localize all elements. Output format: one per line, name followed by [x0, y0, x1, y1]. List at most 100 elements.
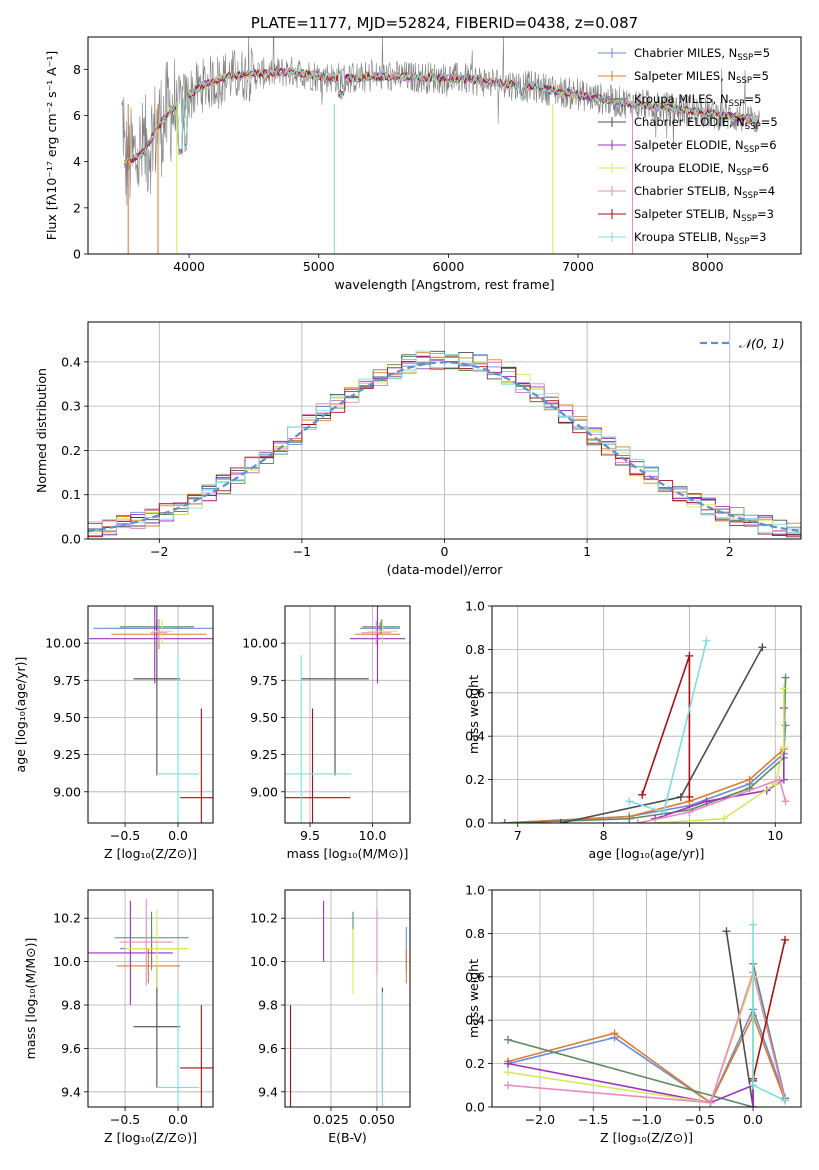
residuals-frame	[87, 321, 802, 540]
x-axis-label: Z [log₁₀(Z/Z⊙)]	[104, 846, 197, 861]
x-axis-label: (data-model)/error	[387, 562, 504, 577]
legend-sub: SSP	[736, 168, 752, 178]
x-axis-label: Z [log₁₀(Z/Z⊙)]	[104, 1130, 197, 1145]
spectrum-lines	[121, 37, 760, 254]
legend-post: =5	[761, 115, 778, 129]
x-tick-label: 0.0	[168, 828, 188, 843]
series-point-chabrier-stelib	[633, 819, 642, 823]
y-tick-label: 9.6	[258, 1041, 278, 1056]
series-point-kroupa-elodie	[503, 1068, 512, 1077]
hist-step-kroupa-stelib	[88, 350, 801, 534]
legend-post: =5	[753, 46, 770, 60]
y-axis-label: mass weight	[466, 675, 481, 754]
series-line-kroupa-elodie	[655, 688, 785, 823]
gaussian-curve	[88, 361, 801, 533]
x-tick-label: 10.0	[359, 828, 387, 843]
y-tick-label: 10.2	[53, 911, 81, 926]
series-point-kroupa-miles	[503, 1035, 512, 1044]
mass-vs-Z-frame	[87, 889, 214, 1108]
y-tick-label: 0.0	[465, 816, 485, 831]
x-axis-label: age [log₁₀(age/yr)]	[589, 846, 705, 861]
legend-label: Salpeter MILES, N	[634, 69, 736, 83]
legend-entry: Chabrier MILES, NSSP=5	[634, 46, 770, 63]
massweight-vs-Z-frame	[491, 889, 802, 1108]
y-tick-label: 1.0	[465, 599, 485, 614]
x-axis-label: wavelength [Angstrom, rest frame]	[334, 277, 554, 292]
y-tick-label: 0.0	[465, 1100, 485, 1115]
massweight-vs-age-axes: 7 8 9 10 0.0 0.2 0.4 0.6 0.8 1.0 age [log₁₀(age/yr…	[465, 599, 801, 861]
series-point-kroupa-elodie	[719, 814, 728, 823]
y-tick-label: 9.00	[250, 784, 278, 799]
legend-sub: SSP	[736, 76, 752, 86]
legend-post: =5	[752, 69, 769, 83]
legend-entry: Chabrier STELIB, NSSP=4	[634, 184, 775, 201]
y-tick-label: 1.0	[465, 883, 485, 898]
mass-vs-EBV-frame	[284, 889, 411, 1108]
x-tick-label: 9	[685, 828, 693, 843]
x-tick-label: 0.0	[168, 1112, 188, 1127]
age-vs-mass-errorbars	[285, 606, 405, 823]
age-vs-mass-frame	[284, 605, 411, 824]
legend-label: Chabrier MILES, N	[634, 46, 737, 60]
legend-label: Salpeter ELODIE, N	[634, 138, 744, 152]
y-tick-label: 9.25	[53, 747, 81, 762]
y-axis-label: Normed distribution	[34, 368, 49, 493]
y-tick-label: 9.6	[61, 1041, 81, 1056]
series-point-chabrier-elodie	[722, 927, 731, 936]
series-line-kroupa-miles	[504, 677, 787, 823]
y-tick-label: 9.4	[258, 1084, 278, 1099]
series-point-kroupa-stelib	[659, 808, 668, 817]
x-axis-label: Z [log₁₀(Z/Z⊙)]	[600, 1130, 693, 1145]
series-line-salpeter-stelib	[752, 939, 786, 1079]
age-vs-mass-axes: 9.5 10.0 9.00 9.25 9.50 9.75 10.00 mass [log₁₀(…	[242, 606, 410, 861]
y-tick-label: 0.2	[465, 772, 485, 787]
legend-post: =6	[760, 138, 777, 152]
x-tick-label: −2.0	[525, 1112, 555, 1127]
spectrum-frame	[87, 36, 802, 255]
age-vs-Z-frame	[87, 605, 214, 824]
y-tick-label: 0	[73, 247, 81, 262]
y-axis-label: mass weight	[466, 959, 481, 1038]
mass-vs-EBV-errorbars	[289, 900, 407, 1107]
x-tick-label: 8	[600, 828, 608, 843]
series-point-kroupa-stelib	[625, 797, 634, 806]
y-tick-label: 9.00	[53, 784, 81, 799]
legend-sub: SSP	[745, 122, 761, 132]
legend-post: =3	[749, 230, 766, 244]
series-point-kroupa-elodie	[651, 819, 660, 823]
series-point-kroupa-stelib	[702, 636, 711, 645]
series-point-salpeter-stelib	[781, 935, 790, 944]
legend-label: Chabrier ELODIE, N	[634, 115, 745, 129]
series-point-kroupa-stelib	[781, 1096, 790, 1105]
series-point-salpeter-miles	[610, 1029, 619, 1038]
histograms	[88, 350, 801, 538]
series-point-chabrier-stelib	[781, 797, 790, 806]
series-point-salpeter-stelib	[638, 790, 647, 799]
x-tick-label: −0.5	[110, 1112, 140, 1127]
x-tick-label: 9.5	[300, 828, 320, 843]
series-line-salpeter-stelib	[641, 655, 691, 797]
x-tick-label: 5000	[303, 259, 335, 274]
age-vs-Z-axes: −0.5 0.0 9.00 9.25 9.50 9.75 10.00 Z [log₁₀(Z/Z…	[13, 606, 213, 861]
legend-sub: SSP	[744, 145, 760, 155]
y-tick-label: 10.0	[53, 954, 81, 969]
x-tick-label: 1	[583, 544, 591, 559]
y-tick-label: 2	[73, 200, 81, 215]
legend-post: =5	[744, 92, 761, 106]
series-point-kroupa-miles	[500, 819, 509, 823]
legend-entry: Kroupa MILES, NSSP=5	[634, 92, 761, 109]
x-tick-label: 2	[726, 544, 734, 559]
legend-sub: SSP	[737, 53, 753, 63]
x-tick-label: −1	[293, 544, 311, 559]
spectrum-axes: 4000 5000 6000 7000 8000 0 2 4 6 8 wavelength [Ang…	[44, 51, 724, 292]
y-tick-label: 9.8	[61, 998, 81, 1013]
series-point-salpeter-elodie	[749, 1103, 758, 1107]
model-line-salpeter-stelib	[124, 67, 760, 166]
series-point-kroupa-stelib	[749, 1081, 758, 1090]
legend-post: =6	[752, 161, 769, 175]
series-point-chabrier-elodie	[556, 819, 565, 823]
y-tick-label: 0.2	[61, 443, 81, 458]
y-tick-label: 4	[73, 154, 81, 169]
mass-vs-Z-errorbars	[88, 898, 213, 1107]
